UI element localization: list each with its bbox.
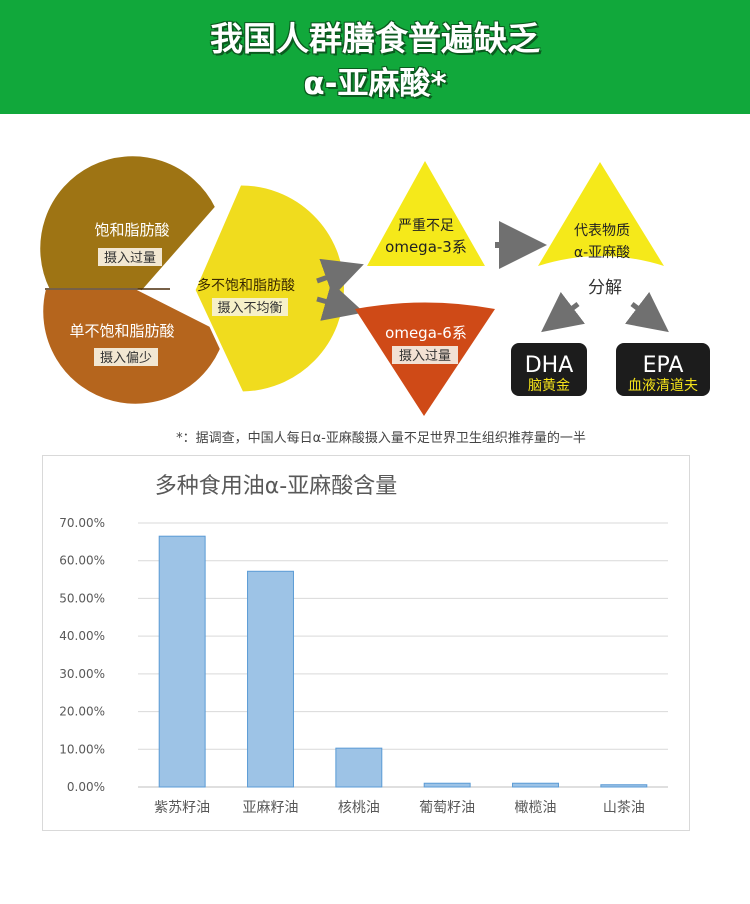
bar	[247, 570, 294, 788]
x-tick-label: 紫苏籽油	[154, 800, 210, 816]
omega3-line1: 严重不足	[398, 218, 454, 234]
representative-line1: 代表物质	[574, 223, 630, 239]
chart-title: 多种食用油α-亚麻酸含量	[155, 474, 397, 499]
y-tick-label: 20.00%	[59, 705, 105, 719]
y-tick-label: 60.00%	[59, 554, 105, 568]
y-tick-label: 0.00%	[67, 780, 105, 794]
bar	[512, 782, 559, 788]
banner-title-line2: α-亚麻酸*	[303, 66, 447, 102]
omega6-line2: 摄入过量	[399, 349, 451, 364]
y-tick-label: 50.00%	[59, 591, 105, 605]
mono-note-box	[94, 348, 158, 366]
saturated-note: 摄入过量	[104, 251, 156, 266]
decompose-label: 分解	[588, 278, 622, 298]
bar	[158, 535, 206, 788]
y-tick-label: 10.00%	[59, 742, 105, 756]
epa-title: EPA	[643, 353, 684, 378]
omega6-note-box	[392, 346, 458, 364]
bar	[423, 782, 471, 788]
x-tick-label: 亚麻籽油	[243, 800, 299, 816]
arrow-to-omega3	[316, 258, 364, 297]
poly-note-box	[212, 298, 288, 316]
infographic-svg: 饱和脂肪酸 摄入过量 单不饱和脂肪酸 摄入偏少 多不饱和脂肪酸 摄入不均衡 严重…	[38, 154, 710, 446]
dha-title: DHA	[525, 353, 574, 378]
chart-labels: 0.00% 10.00% 20.00% 30.00% 40.00% 50.00% 60.00…	[59, 516, 645, 816]
epa-badge	[616, 343, 710, 396]
poly-note: 摄入不均衡	[217, 301, 282, 316]
arrow-to-omega6	[316, 282, 365, 321]
dha-badge	[511, 343, 587, 396]
x-tick-label: 葡萄籽油	[419, 800, 475, 816]
bar	[335, 747, 383, 788]
omega3-line2: omega-3系	[385, 238, 467, 256]
mono-label: 单不饱和脂肪酸	[69, 322, 174, 340]
omega3-sector	[367, 161, 485, 266]
chart-grid	[138, 522, 668, 788]
poly-label: 多不饱和脂肪酸	[197, 277, 295, 294]
x-tick-label: 核桃油	[338, 800, 380, 816]
y-tick-label: 70.00%	[59, 516, 105, 530]
bar-chart-svg: 多种食用油α-亚麻酸含量 0.00% 10.00% 20.00% 30.00% 40.0…	[59, 474, 668, 816]
bar	[600, 784, 648, 788]
x-tick-label: 山茶油	[603, 800, 645, 816]
mono-note: 摄入偏少	[100, 351, 152, 366]
dha-sub: 脑黄金	[528, 377, 570, 394]
fatty-acid-infographic: 饱和脂肪酸 摄入过量 单不饱和脂肪酸 摄入偏少 多不饱和脂肪酸 摄入不均衡 严重…	[0, 114, 750, 454]
title-banner: 我国人群膳食普遍缺乏 α-亚麻酸*	[0, 0, 750, 114]
banner-title-line1: 我国人群膳食普遍缺乏	[210, 19, 540, 58]
representative-line2: α-亚麻酸	[574, 245, 630, 261]
saturated-note-box	[98, 248, 162, 266]
omega6-line1: omega-6系	[385, 324, 467, 342]
chart-bars	[158, 535, 648, 788]
saturated-label: 饱和脂肪酸	[94, 221, 169, 239]
y-tick-label: 40.00%	[59, 629, 105, 643]
x-tick-label: 橄榄油	[515, 800, 557, 816]
arrow-to-dha	[541, 291, 586, 333]
arrow-to-epa	[624, 291, 669, 333]
pie-slice-mono	[41, 288, 228, 406]
pie-slice-saturated	[38, 154, 218, 299]
epa-sub: 血液清道夫	[628, 378, 698, 394]
oil-ala-chart: 多种食用油α-亚麻酸含量 0.00% 10.00% 20.00% 30.00% 40.0…	[42, 455, 690, 831]
y-tick-label: 30.00%	[59, 667, 105, 681]
representative-sector	[538, 162, 664, 266]
footnote: *：据调查，中国人每日α-亚麻酸摄入量不足世界卫生组织推荐量的一半	[176, 430, 586, 446]
